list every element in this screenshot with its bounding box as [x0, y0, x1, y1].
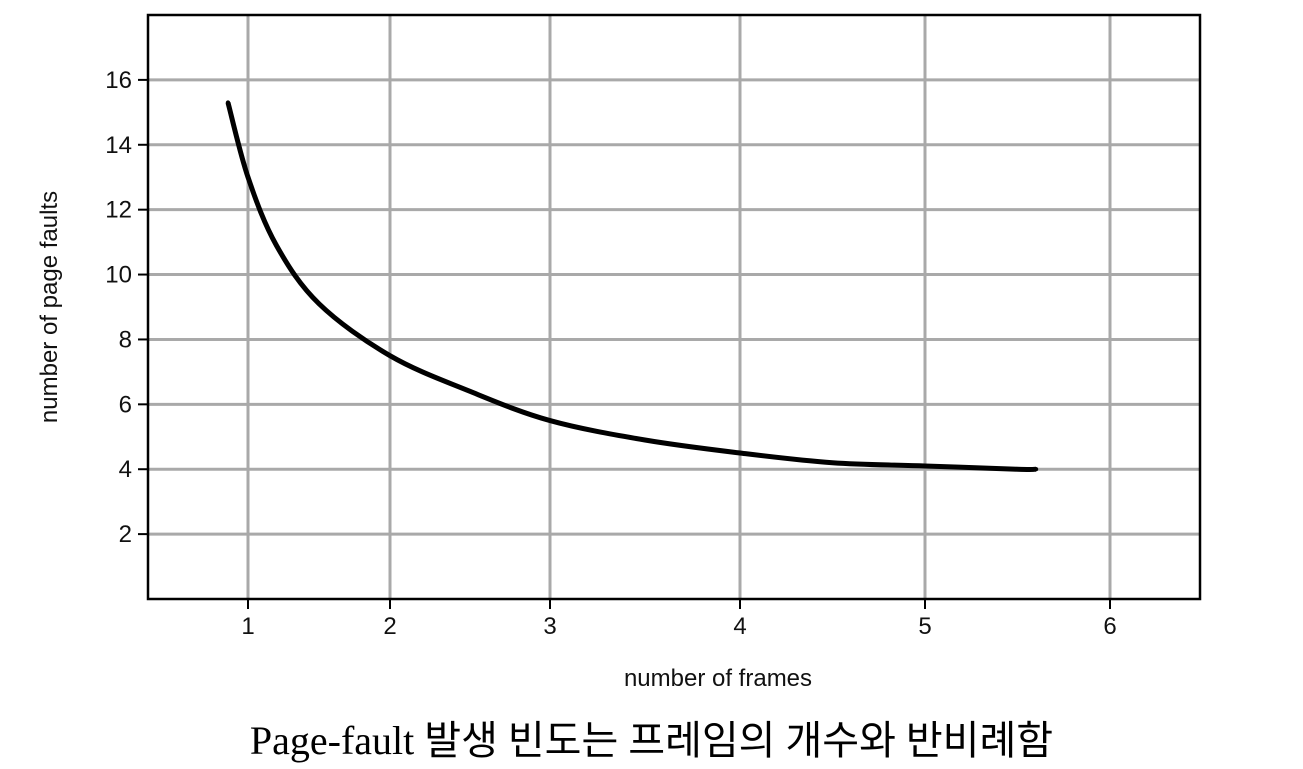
data-point: [547, 418, 553, 423]
y-tick-label: 12: [105, 197, 132, 224]
grid-lines: [148, 15, 1200, 599]
y-tick-label: 6: [119, 391, 132, 418]
data-point: [225, 100, 231, 105]
data-point: [316, 301, 322, 306]
series-layer: [225, 100, 1039, 472]
data-point: [274, 243, 279, 248]
y-tick-label: 16: [105, 67, 132, 94]
x-tick-label: 2: [383, 613, 396, 640]
data-point: [1033, 467, 1039, 472]
data-point: [830, 460, 835, 465]
x-axis-label: number of frames: [624, 665, 812, 692]
plot-background: [148, 15, 1200, 599]
y-tick-label: 14: [105, 132, 132, 159]
y-tick-label: 2: [119, 521, 132, 548]
data-point: [1015, 467, 1020, 472]
y-axis-label: number of page faults: [36, 191, 63, 423]
x-tick-label: 1: [241, 613, 254, 640]
y-tick-label: 10: [105, 262, 132, 289]
x-tick-label: 5: [918, 613, 931, 640]
x-tick-label: 3: [543, 613, 556, 640]
x-tick-label: 6: [1103, 613, 1116, 640]
data-point: [467, 389, 473, 394]
y-tick-label: 4: [119, 456, 132, 483]
plot-frame: [146, 13, 1202, 601]
y-tick-label: 8: [119, 326, 132, 353]
data-point: [387, 353, 393, 358]
data-point: [245, 175, 251, 180]
data-point: [922, 463, 928, 469]
data-point: [737, 450, 743, 456]
figure-caption: Page-fault 발생 빈도는 프레임의 개수와 반비례함: [249, 718, 1054, 763]
data-point: [642, 437, 648, 443]
x-tick-label: 4: [733, 613, 746, 640]
